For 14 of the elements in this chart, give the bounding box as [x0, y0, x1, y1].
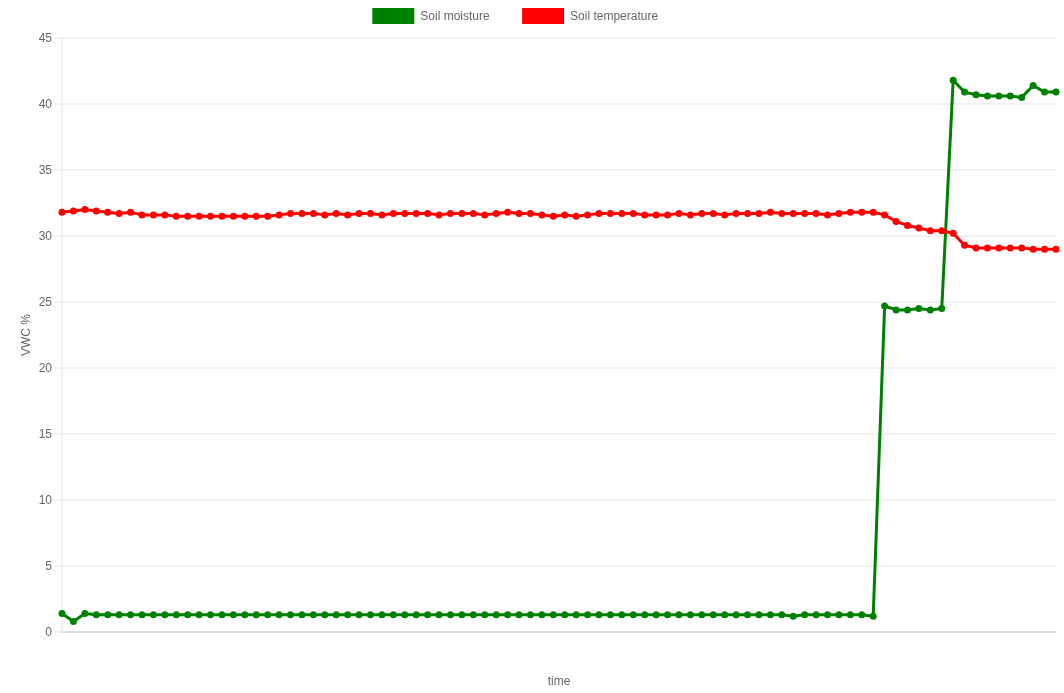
y-tick-label: 30: [38, 229, 53, 244]
y-tick-label: 10: [38, 493, 53, 508]
y-tick-label: 0: [45, 625, 53, 640]
y-tick-label: 20: [38, 361, 53, 376]
x-axis-title: time: [547, 674, 571, 688]
legend-label: Soil temperature: [570, 9, 659, 24]
y-tick-label: 5: [45, 559, 53, 574]
y-axis-title: VWC %: [19, 313, 33, 356]
legend-label: Soil moisture: [420, 9, 490, 24]
y-tick-label: 45: [38, 31, 53, 46]
y-tick-label: 15: [38, 427, 53, 442]
y-tick-label: 25: [38, 295, 53, 310]
y-tick-label: 35: [38, 163, 53, 178]
y-tick-label: 40: [38, 97, 53, 112]
